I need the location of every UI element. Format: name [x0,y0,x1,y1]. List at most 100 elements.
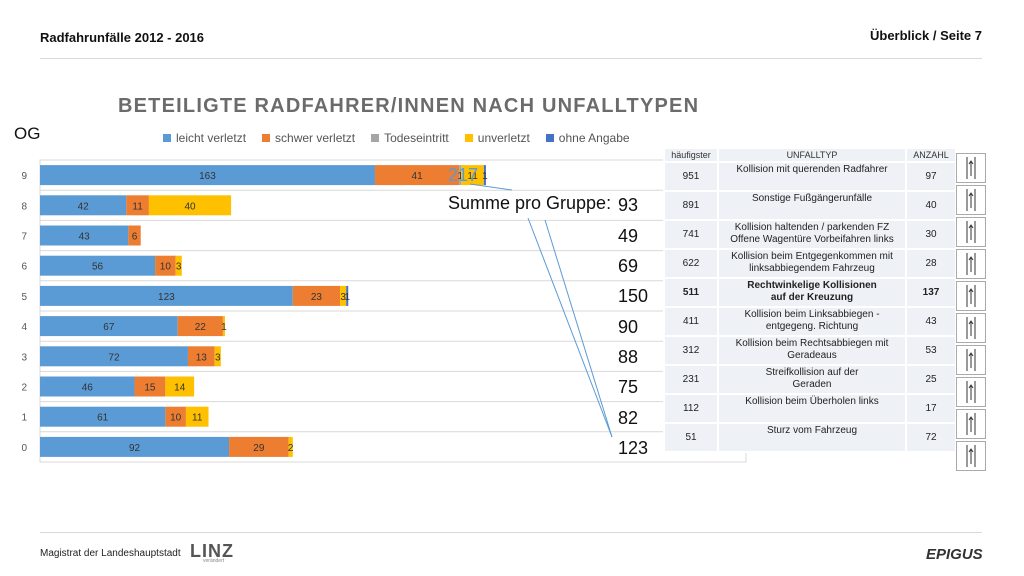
bar-segment [459,165,462,186]
type-description: Kollision mit querenden Radfahrer [717,161,907,192]
data-label: 13 [196,352,208,363]
legend-label: unverletzt [477,131,530,145]
bar-segment [165,406,186,427]
legend-label: leicht verletzt [176,131,247,145]
sum-value: 93 [618,195,639,215]
data-label: 123 [158,292,175,303]
sum-value: 90 [618,317,639,337]
type-line-1: Kollision mit querenden Radfahrer [736,164,888,175]
accident-type-table: häufigster UNFALLTYP ANZAHL 951 Kollision… [663,147,957,453]
bar-segment [40,195,127,216]
legend-label: schwer verletzt [275,131,356,145]
accident-diagram-icon [956,153,986,183]
bar-segment [175,255,182,276]
type-count: 30 [905,219,957,250]
legend-swatch [545,134,554,142]
type-line-1: Kollision beim Linksabbiegen - [744,309,880,320]
accident-diagram-icon [956,441,986,471]
data-label: 72 [108,352,120,363]
type-description: Rechtwinkelige Kollisionen auf der Kreuzu… [717,277,907,308]
bar-segment [288,436,293,457]
sum-value: 82 [618,408,639,428]
table-row: 112 Kollision beim Überholen links 17 [663,393,957,424]
legend-item: Todeseintritt [371,131,449,145]
type-code: 622 [663,248,719,279]
type-count: 53 [905,335,957,366]
sum-value: 123 [618,438,649,458]
type-code: 411 [663,306,719,337]
data-label: 56 [92,262,104,273]
legend-item: leicht verletzt [163,131,246,145]
data-label: 11 [467,171,478,182]
data-label: 92 [129,443,141,454]
type-line-2: Geraden [792,379,832,390]
bar-segment [229,436,289,457]
y-tick-label: 8 [21,201,27,212]
type-count: 25 [905,364,957,395]
header-code: häufigster [663,147,719,163]
sum-value: 69 [618,256,639,276]
bar-segment [128,225,141,246]
data-label: 3 [340,292,346,303]
bar-segment [134,376,166,397]
data-label: 43 [79,232,91,243]
sum-value: 88 [618,347,639,367]
type-line-1: Rechtwinkelige Kollisionen [747,280,877,291]
chart-title: BETEILIGTE RADFAHRER/INNEN NACH UNFALLTY… [118,95,700,117]
accident-diagram-icon [956,313,986,343]
header-divider [40,58,982,59]
type-description: Kollision beim Rechtsabbiegen mit Geradea… [717,335,907,366]
legend-label: Todeseintritt [384,131,449,145]
y-tick-label: 7 [21,232,27,243]
y-tick-label: 1 [21,413,27,424]
type-line-2: Offene Wagentüre Vorbeifahren links [730,234,894,245]
type-code: 951 [663,161,719,192]
table-row: 231 Streifkollision auf der Geraden 25 [663,364,957,395]
bar-segment [165,376,195,397]
connector-line [544,219,613,438]
y-tick-label: 0 [21,443,27,454]
type-count: 97 [905,161,957,192]
type-description: Sonstige Fußgängerunfälle [717,190,907,221]
data-label: 14 [174,383,186,394]
type-description: Kollision beim Entgegenkommen mit linksab… [717,248,907,279]
data-label: 1 [482,171,488,182]
accident-diagram-icon [956,377,986,407]
data-label: 42 [78,201,90,212]
table-row: 622 Kollision beim Entgegenkommen mit link… [663,248,957,279]
bar-segment [346,285,349,306]
type-code: 741 [663,219,719,250]
page-indicator: Überblick / Seite 7 [870,28,982,43]
type-line-2: auf der Kreuzung [770,292,854,303]
bar-segment [187,346,215,367]
y-tick-label: 5 [21,292,27,303]
data-label: 40 [184,201,196,212]
type-count: 40 [905,190,957,221]
y-tick-label: 2 [21,383,27,394]
bar-segment [461,165,484,186]
data-label: 163 [199,171,216,182]
type-line-2: entgegeng. Richtung [765,321,859,332]
accident-diagram-icon [956,217,986,247]
bar-segment [40,406,166,427]
legend-swatch [464,134,473,142]
type-line-2: linksabbiegendem Fahrzeug [749,263,875,274]
data-label: 6 [132,232,138,243]
data-label: 2 [288,443,294,454]
type-code: 51 [663,422,719,453]
bar-segment [40,255,156,276]
sum-label: Summe pro Gruppe: [448,193,612,213]
header-type: UNFALLTYP [717,147,907,163]
bar-segment [40,285,293,306]
accident-diagram-icon [956,185,986,215]
table-row: 951 Kollision mit querenden Radfahrer 97 [663,161,957,192]
legend-swatch [371,134,380,142]
legend-item: unverletzt [464,131,530,145]
type-line-1: Kollision haltenden / parkenden FZ [734,222,890,233]
header-count: ANZAHL [905,147,957,163]
accident-diagram-icon [956,249,986,279]
type-description: Kollision beim Überholen links [717,393,907,424]
data-label: 22 [195,322,207,333]
data-label: 1 [344,292,350,303]
connector-line [469,183,513,191]
